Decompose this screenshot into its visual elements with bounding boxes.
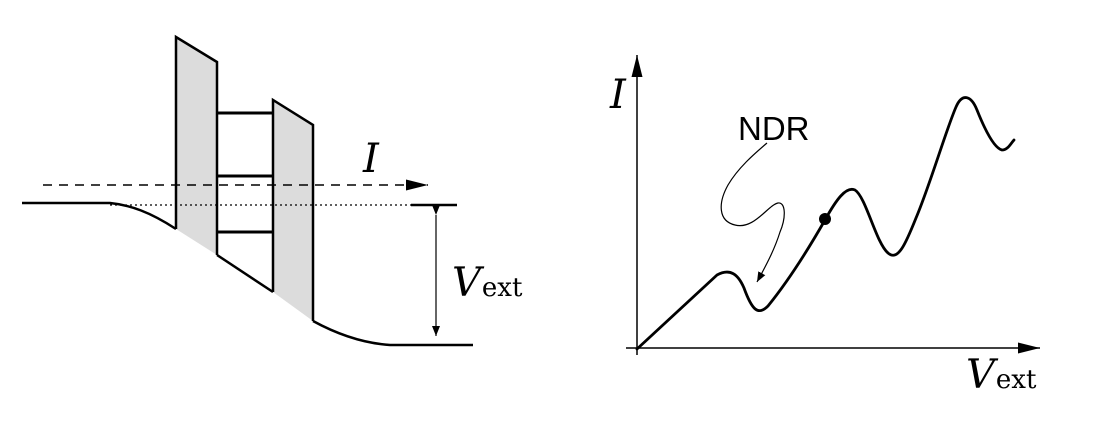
barrier-right (273, 100, 313, 321)
current-label: I (362, 136, 380, 182)
left-band-edge (22, 201, 177, 231)
x-axis-label: Vext (966, 352, 1037, 398)
voltage-label: Vext (452, 260, 523, 306)
operating-point-marker (819, 213, 831, 225)
right-band-edge (312, 319, 473, 347)
iv-curve (635, 96, 1016, 351)
well-floor (216, 253, 274, 294)
iv-plot: I NDR Vext (609, 55, 1040, 398)
y-axis-label: I (609, 72, 627, 118)
barrier-left (176, 37, 217, 255)
ndr-annotation-arrow (720, 142, 785, 283)
ndr-label: NDR (738, 110, 810, 147)
band-diagram: I Vext (22, 34, 523, 347)
